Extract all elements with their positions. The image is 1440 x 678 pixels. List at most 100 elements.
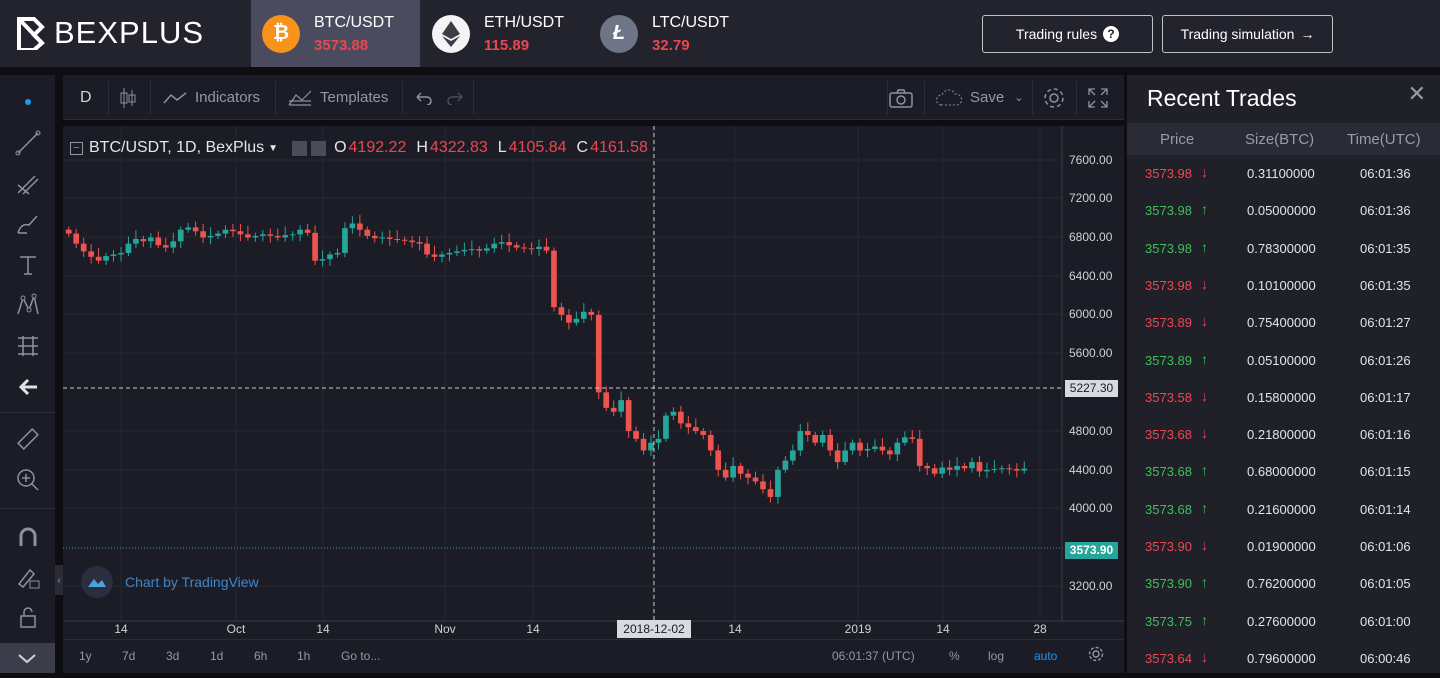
trade-row: 3573.98 ↓ 0.10100000 06:01:35 <box>1127 267 1440 304</box>
trade-price: 3573.89 <box>1145 315 1192 331</box>
trade-time: 06:01:15 <box>1360 464 1411 480</box>
toolbar-separator <box>402 81 403 114</box>
time-tick: Oct <box>226 622 246 636</box>
last-price-label: 3573.90 <box>1065 542 1118 559</box>
market-eth-usdt[interactable]: ETH/USDT 115.89 <box>420 0 588 67</box>
litecoin-icon: Ł <box>600 14 638 53</box>
prediction-tool[interactable] <box>0 328 55 364</box>
caret-down-icon[interactable]: ▼ <box>268 142 279 154</box>
gear-icon <box>1044 87 1064 108</box>
chart-type-button[interactable] <box>118 75 138 120</box>
trade-time: 06:01:35 <box>1360 240 1411 256</box>
trading-rules-button[interactable]: Trading rules ? <box>982 15 1153 53</box>
axis-settings-button[interactable] <box>1088 646 1104 665</box>
back-arrow-tool[interactable] <box>0 369 55 405</box>
arrow-up-icon: ↑ <box>1201 574 1208 591</box>
candle-body <box>267 234 274 236</box>
zoom-tool[interactable] <box>0 462 55 498</box>
tradingview-attribution[interactable]: Chart by TradingView <box>81 566 259 598</box>
magnet-tool[interactable] <box>0 519 55 555</box>
candle-body <box>170 241 177 248</box>
chart-area[interactable]: − BTC/USDT, 1D, BexPlus ▼ O 4192.22 H 43… <box>63 126 1124 673</box>
range-1d[interactable]: 1d <box>210 649 224 663</box>
candle-body <box>446 252 453 255</box>
price-chart[interactable] <box>63 126 1124 673</box>
screenshot-button[interactable] <box>889 75 913 120</box>
candle-body <box>760 481 766 490</box>
trade-row: 3573.98 ↑ 0.05000000 06:01:36 <box>1127 192 1440 229</box>
goto-button[interactable]: Go to... <box>341 649 381 663</box>
candle-body <box>678 411 684 424</box>
redo-button[interactable] <box>446 75 464 120</box>
candle-body <box>304 229 311 233</box>
fullscreen-button[interactable] <box>1088 75 1108 120</box>
candle-body <box>297 229 303 235</box>
trade-row: 3573.75 ↑ 0.27600000 06:01:00 <box>1127 603 1440 640</box>
arrow-down-icon: ↓ <box>1201 537 1208 553</box>
settings-small-icon[interactable] <box>311 140 327 156</box>
candle-body <box>118 252 124 255</box>
close-icon[interactable]: ✕ <box>1407 81 1426 106</box>
candle-body <box>394 239 401 241</box>
bitcoin-icon: ₿ <box>262 14 300 53</box>
eye-icon[interactable] <box>292 140 308 156</box>
candle-body <box>857 442 863 451</box>
price-tick: 5600.00 <box>1069 346 1113 360</box>
brush-tool[interactable] <box>0 206 55 242</box>
price-tick: 4800.00 <box>1069 424 1113 438</box>
candles-icon <box>120 87 136 108</box>
candle-body <box>177 229 184 242</box>
auto-toggle[interactable]: auto <box>1034 649 1058 663</box>
cloud-logo-glyph <box>88 579 106 587</box>
trading-simulation-button[interactable]: Trading simulation → <box>1162 15 1333 53</box>
range-1y[interactable]: 1y <box>79 649 92 663</box>
candle-body <box>334 252 341 255</box>
candle-body <box>342 228 348 253</box>
zoom-in-icon <box>16 469 39 491</box>
expand-toolbar-button[interactable] <box>0 643 55 673</box>
candle-body <box>790 450 796 461</box>
unlock-tool[interactable] <box>0 599 55 635</box>
prediction-icon <box>17 336 38 356</box>
range-7d[interactable]: 7d <box>122 649 136 663</box>
market-btc-usdt[interactable]: ₿ BTC/USDT 3573.88 <box>251 0 420 67</box>
trade-size: 0.05000000 <box>1247 203 1316 219</box>
candle-body <box>618 400 624 412</box>
trade-price: 3573.75 <box>1145 613 1192 629</box>
trade-size: 0.75400000 <box>1247 315 1316 331</box>
chart-settings-button[interactable] <box>1042 75 1066 120</box>
candle-body <box>991 469 998 471</box>
text-tool[interactable] <box>0 247 55 283</box>
market-price: 3573.88 <box>314 36 369 54</box>
pattern-tool[interactable] <box>0 287 55 323</box>
fib-tool[interactable] <box>0 166 55 202</box>
candle-body <box>715 450 722 470</box>
interval-button[interactable]: D <box>80 88 92 106</box>
percent-toggle[interactable]: % <box>949 649 960 663</box>
cursor-tool[interactable] <box>0 84 55 120</box>
undo-button[interactable] <box>415 75 433 120</box>
range-1h[interactable]: 1h <box>297 649 311 663</box>
time-tick: 14 <box>728 622 742 636</box>
toolbar-separator <box>473 81 474 114</box>
trendline-tool[interactable] <box>0 125 55 161</box>
measure-tool[interactable] <box>0 421 55 457</box>
candle-body <box>371 235 378 239</box>
utc-clock[interactable]: 06:01:37 (UTC) <box>832 649 915 663</box>
collapse-legend-icon[interactable]: − <box>70 141 83 155</box>
save-button[interactable]: Save ⌄ <box>935 75 1023 120</box>
collapse-toolbar-handle[interactable]: ‹ <box>55 565 63 595</box>
time-tick: 14 <box>114 622 128 636</box>
templates-button[interactable]: Templates <box>288 75 388 120</box>
bexplus-logo[interactable]: BEXPLUS <box>14 14 204 52</box>
range-3d[interactable]: 3d <box>166 649 180 663</box>
indicators-button[interactable]: Indicators <box>163 75 260 120</box>
lock-drawings-tool[interactable] <box>0 559 55 595</box>
log-toggle[interactable]: log <box>988 649 1005 663</box>
range-6h[interactable]: 6h <box>254 649 268 663</box>
trade-price: 3573.68 <box>1145 464 1192 480</box>
toolbar-divider <box>0 412 55 413</box>
symbol-label[interactable]: BTC/USDT, 1D, BexPlus <box>89 139 265 156</box>
price-tick: 6000.00 <box>1069 307 1113 321</box>
market-ltc-usdt[interactable]: Ł LTC/USDT 32.79 <box>588 0 756 67</box>
